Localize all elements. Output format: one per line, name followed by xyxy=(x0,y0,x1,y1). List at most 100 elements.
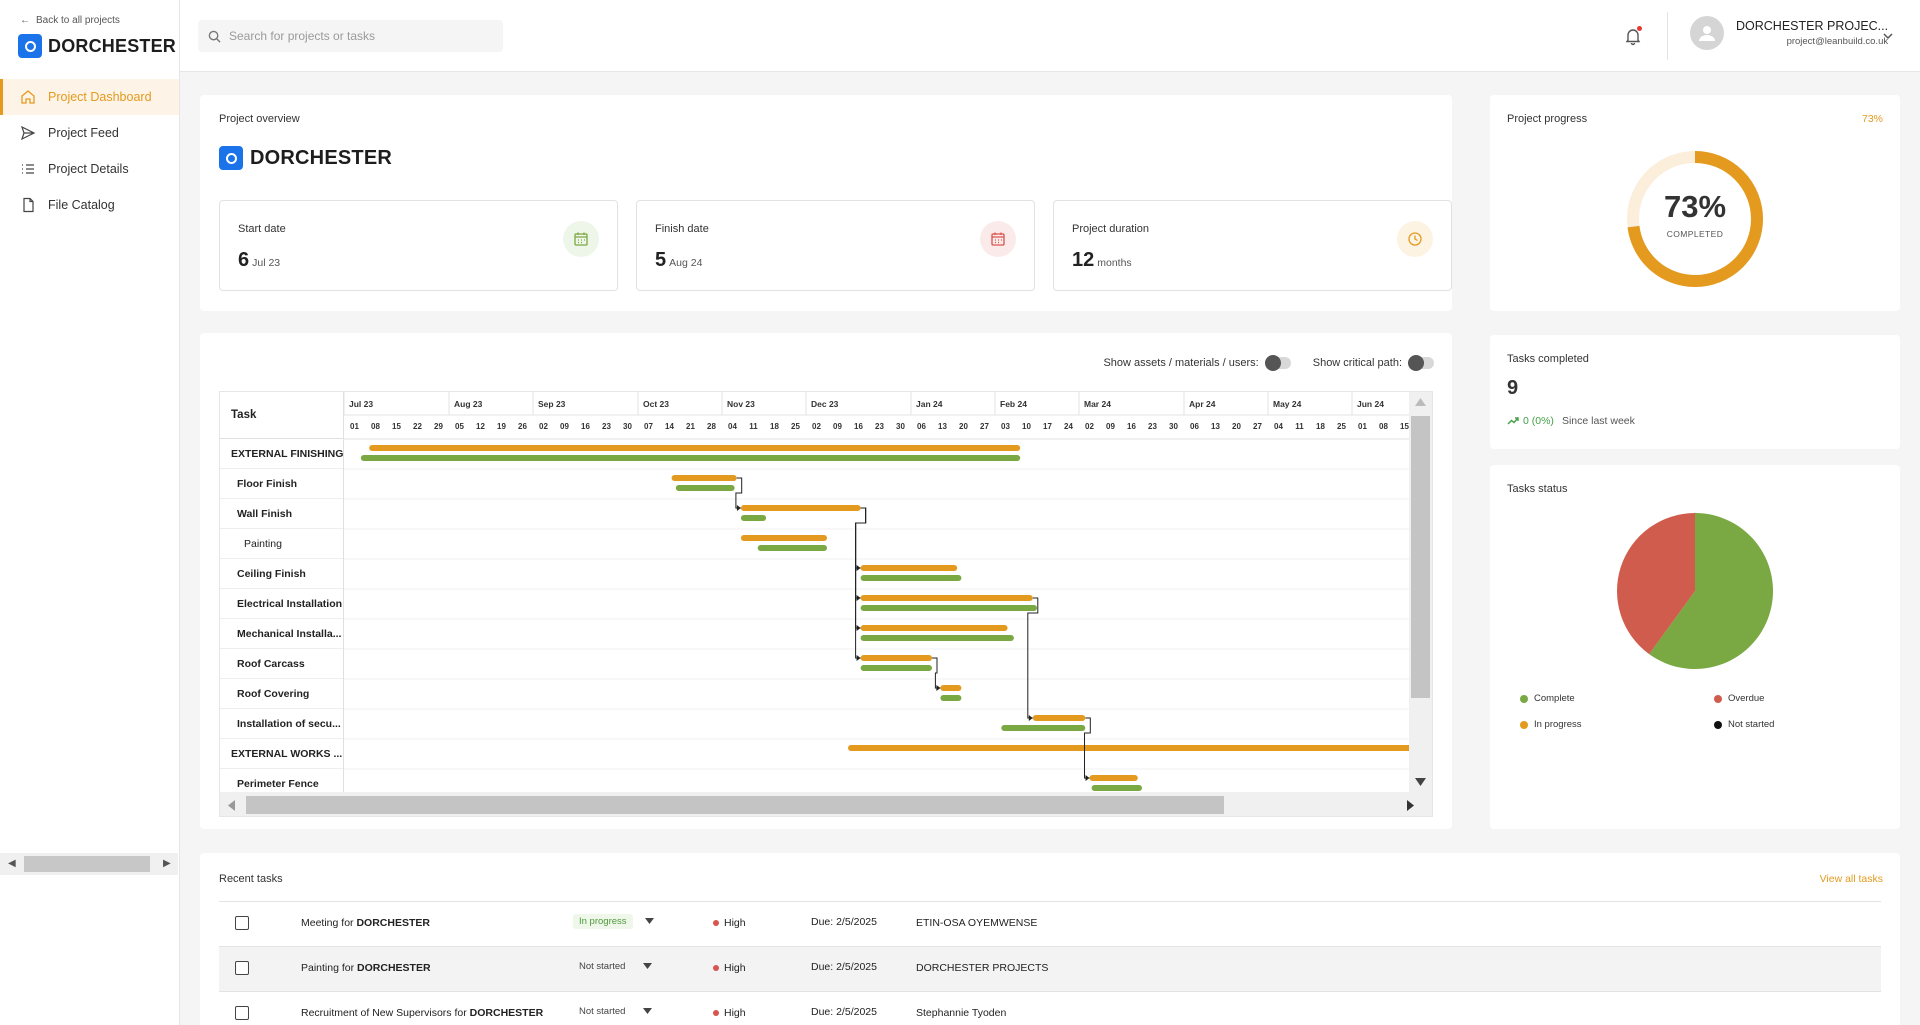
task-status[interactable]: Not started xyxy=(573,960,653,972)
gantt-task-row[interactable]: Wall Finish xyxy=(220,499,343,529)
gantt-task-row[interactable]: Roof Carcass xyxy=(220,649,343,679)
gantt-bar-actual[interactable] xyxy=(1091,785,1142,791)
stat-value: 5 Aug 24 xyxy=(655,249,702,272)
gantt-task-row[interactable]: Electrical Installation xyxy=(220,589,343,619)
week-label: 25 xyxy=(791,422,800,431)
dependency-arrow-icon xyxy=(856,625,861,631)
gantt-bar-actual[interactable] xyxy=(860,665,932,671)
gantt-bar-planned[interactable] xyxy=(860,655,932,661)
task-priority: High xyxy=(713,1007,746,1019)
week-label: 14 xyxy=(665,422,674,431)
gantt-bar-planned[interactable] xyxy=(1089,775,1138,781)
gantt-task-row[interactable]: Installation of secu... xyxy=(220,709,343,739)
task-checkbox[interactable] xyxy=(235,916,249,930)
week-label: 27 xyxy=(980,422,989,431)
gantt-bar-planned[interactable] xyxy=(740,535,827,541)
task-checkbox[interactable] xyxy=(235,961,249,975)
task-priority: High xyxy=(713,917,746,929)
gantt-bar-planned[interactable] xyxy=(369,445,1021,451)
scrollbar-thumb[interactable] xyxy=(1411,416,1430,698)
duration-value: 12 xyxy=(1072,249,1095,271)
gantt-task-row[interactable]: Painting xyxy=(220,529,343,559)
scrollbar-thumb[interactable] xyxy=(246,796,1224,814)
toggle-switch[interactable] xyxy=(1264,355,1291,371)
scroll-right-icon[interactable]: ▶ xyxy=(163,858,171,869)
gantt-task-row[interactable]: Mechanical Installa... xyxy=(220,619,343,649)
dependency-link xyxy=(932,657,941,689)
gantt-bar-actual[interactable] xyxy=(1001,725,1086,731)
table-row[interactable]: Painting for DORCHESTER Not started High… xyxy=(219,947,1881,992)
pie-slice-overdue[interactable] xyxy=(1617,513,1695,655)
calendar-icon xyxy=(563,221,599,257)
gantt-bar-actual[interactable] xyxy=(860,605,1037,611)
search-input[interactable] xyxy=(229,29,489,43)
gantt-bar-actual[interactable] xyxy=(757,545,827,551)
notifications-bell-icon[interactable] xyxy=(1623,26,1643,46)
gantt-bar-planned[interactable] xyxy=(860,595,1033,601)
delta-caption: Since last week xyxy=(1561,415,1635,427)
gantt-bar-planned[interactable] xyxy=(860,625,1008,631)
toggle-show-critical-path[interactable]: Show critical path: xyxy=(1313,355,1434,371)
back-to-projects-link[interactable]: ← Back to all projects xyxy=(20,15,120,26)
table-row[interactable]: Recruitment of New Supervisors for DORCH… xyxy=(219,992,1881,1025)
gantt-bar-planned[interactable] xyxy=(671,475,737,481)
toggle-switch[interactable] xyxy=(1408,355,1434,371)
gantt-bar-planned[interactable] xyxy=(860,565,958,571)
gantt-bar-planned[interactable] xyxy=(848,745,1426,751)
gantt-task-row[interactable]: EXTERNAL WORKS ... xyxy=(220,739,343,769)
table-row[interactable]: Meeting for DORCHESTER In progress High … xyxy=(219,902,1881,947)
gantt-task-row[interactable]: Roof Covering xyxy=(220,679,343,709)
scroll-left-icon[interactable]: ◀ xyxy=(8,858,16,869)
gantt-bar-planned[interactable] xyxy=(1032,715,1086,721)
week-label: 25 xyxy=(1337,422,1346,431)
legend-label: Overdue xyxy=(1728,693,1765,704)
gantt-bar-actual[interactable] xyxy=(940,695,962,701)
project-progress-card: Project progress 73% 73% COMPLETED xyxy=(1490,95,1900,311)
week-label: 28 xyxy=(707,422,716,431)
gantt-bar-planned[interactable] xyxy=(940,685,962,691)
avatar xyxy=(1690,16,1724,50)
task-status[interactable]: In progress xyxy=(573,914,654,929)
gantt-task-row[interactable]: Ceiling Finish xyxy=(220,559,343,589)
gantt-vertical-scrollbar[interactable] xyxy=(1409,392,1432,792)
gantt-task-row[interactable]: EXTERNAL FINISHING xyxy=(220,439,343,469)
chevron-down-icon[interactable] xyxy=(1882,30,1894,42)
search-box xyxy=(198,20,503,52)
toggle-show-assets[interactable]: Show assets / materials / users: xyxy=(1103,355,1291,371)
scroll-right-icon[interactable] xyxy=(1407,800,1414,811)
gantt-bar-actual[interactable] xyxy=(860,635,1014,641)
gantt-bar-planned[interactable] xyxy=(740,505,861,511)
sidebar-item-project-feed[interactable]: Project Feed xyxy=(0,115,179,151)
gantt-bar-actual[interactable] xyxy=(860,575,962,581)
back-link-label: Back to all projects xyxy=(36,15,120,26)
week-label: 30 xyxy=(623,422,632,431)
sidebar-item-project-dashboard[interactable]: Project Dashboard xyxy=(0,79,179,115)
sidebar-horizontal-scrollbar[interactable]: ◀ ▶ xyxy=(0,853,178,875)
pie-slice-complete[interactable] xyxy=(1649,513,1773,669)
user-menu[interactable]: DORCHESTER PROJEC... project@leanbuild.c… xyxy=(1690,16,1888,50)
scroll-left-icon[interactable] xyxy=(228,800,235,811)
task-checkbox[interactable] xyxy=(235,1006,249,1020)
scrollbar-thumb[interactable] xyxy=(24,856,150,872)
sidebar-item-project-details[interactable]: Project Details xyxy=(0,151,179,187)
gantt-bar-actual[interactable] xyxy=(360,455,1021,461)
scroll-up-icon[interactable] xyxy=(1415,398,1426,406)
view-all-tasks-link[interactable]: View all tasks xyxy=(1819,873,1883,885)
home-icon xyxy=(21,90,35,104)
gantt-horizontal-scrollbar[interactable] xyxy=(220,792,1432,816)
project-duration-card: Project duration 12 months xyxy=(1053,200,1452,291)
gantt-bar-actual[interactable] xyxy=(675,485,735,491)
user-icon xyxy=(1699,26,1715,41)
gantt-task-row[interactable]: Floor Finish xyxy=(220,469,343,499)
gantt-toggles: Show assets / materials / users: Show cr… xyxy=(1103,355,1434,371)
gantt-bar-actual[interactable] xyxy=(740,515,767,521)
week-label: 18 xyxy=(1316,422,1325,431)
week-label: 12 xyxy=(476,422,485,431)
finish-month-year: Aug 24 xyxy=(669,257,703,269)
search-icon xyxy=(208,30,221,43)
scroll-down-icon[interactable] xyxy=(1415,778,1426,786)
task-status[interactable]: Not started xyxy=(573,1005,653,1017)
dependency-arrow-icon xyxy=(736,505,741,511)
sidebar-item-file-catalog[interactable]: File Catalog xyxy=(0,187,179,223)
legend-label: Not started xyxy=(1728,719,1775,730)
